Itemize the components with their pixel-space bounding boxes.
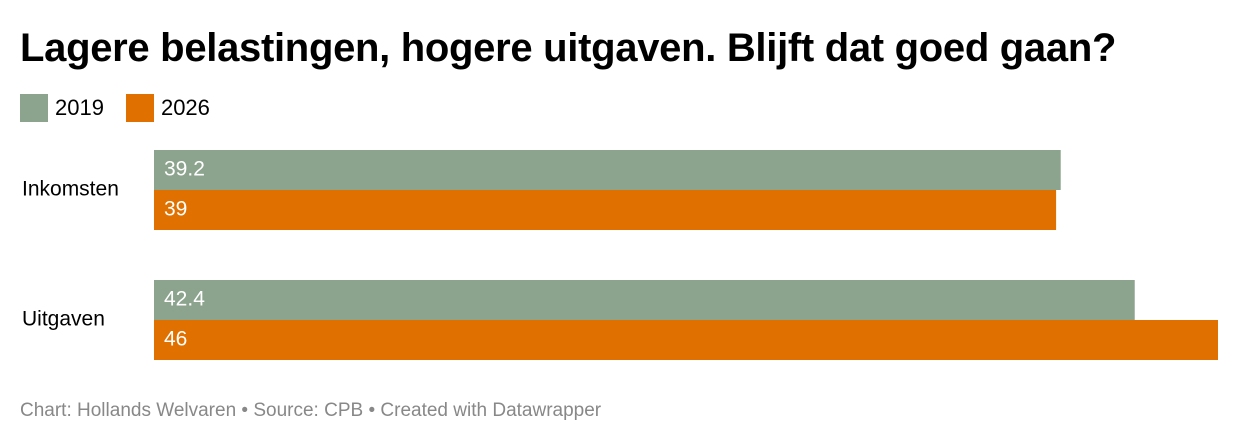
footer-separator: • (241, 400, 249, 421)
bar-value-uitgaven-2019: 42.4 (164, 288, 205, 311)
category-label-uitgaven: Uitgaven (22, 308, 105, 331)
chart-title: Lagere belastingen, hogere uitgaven. Bli… (20, 26, 1117, 70)
category-label-inkomsten: Inkomsten (22, 178, 119, 201)
source-link[interactable]: Source: CPB (253, 400, 364, 421)
legend-label-2019: 2019 (55, 95, 104, 120)
bar-value-inkomsten-2019: 39.2 (164, 158, 205, 181)
bar-uitgaven-2026[interactable] (154, 320, 1218, 360)
legend-item-2026: 2026 (125, 94, 210, 122)
bar-uitgaven-2019[interactable] (154, 280, 1135, 320)
bar-chart: Inkomsten 39.2 39 Uitgaven 42.4 46 (22, 150, 1218, 360)
bar-value-uitgaven-2026: 46 (164, 328, 187, 351)
chart-footer: Chart: Hollands Welvaren • Source: CPB •… (20, 400, 601, 422)
legend-item-2019: 2019 (20, 94, 104, 122)
legend-swatch-2019 (20, 94, 48, 122)
chart-legend: 2019 2026 (20, 94, 232, 122)
legend-label-2026: 2026 (160, 95, 210, 120)
bar-inkomsten-2019[interactable] (154, 150, 1061, 190)
bar-inkomsten-2026[interactable] (154, 190, 1057, 230)
legend-swatch-2026 (125, 94, 154, 122)
datawrapper-credit[interactable]: Created with Datawrapper (380, 400, 602, 421)
footer-separator: • (368, 400, 376, 421)
chart-credit: Chart: Hollands Welvaren (20, 400, 237, 421)
bar-value-inkomsten-2026: 39 (164, 198, 187, 221)
